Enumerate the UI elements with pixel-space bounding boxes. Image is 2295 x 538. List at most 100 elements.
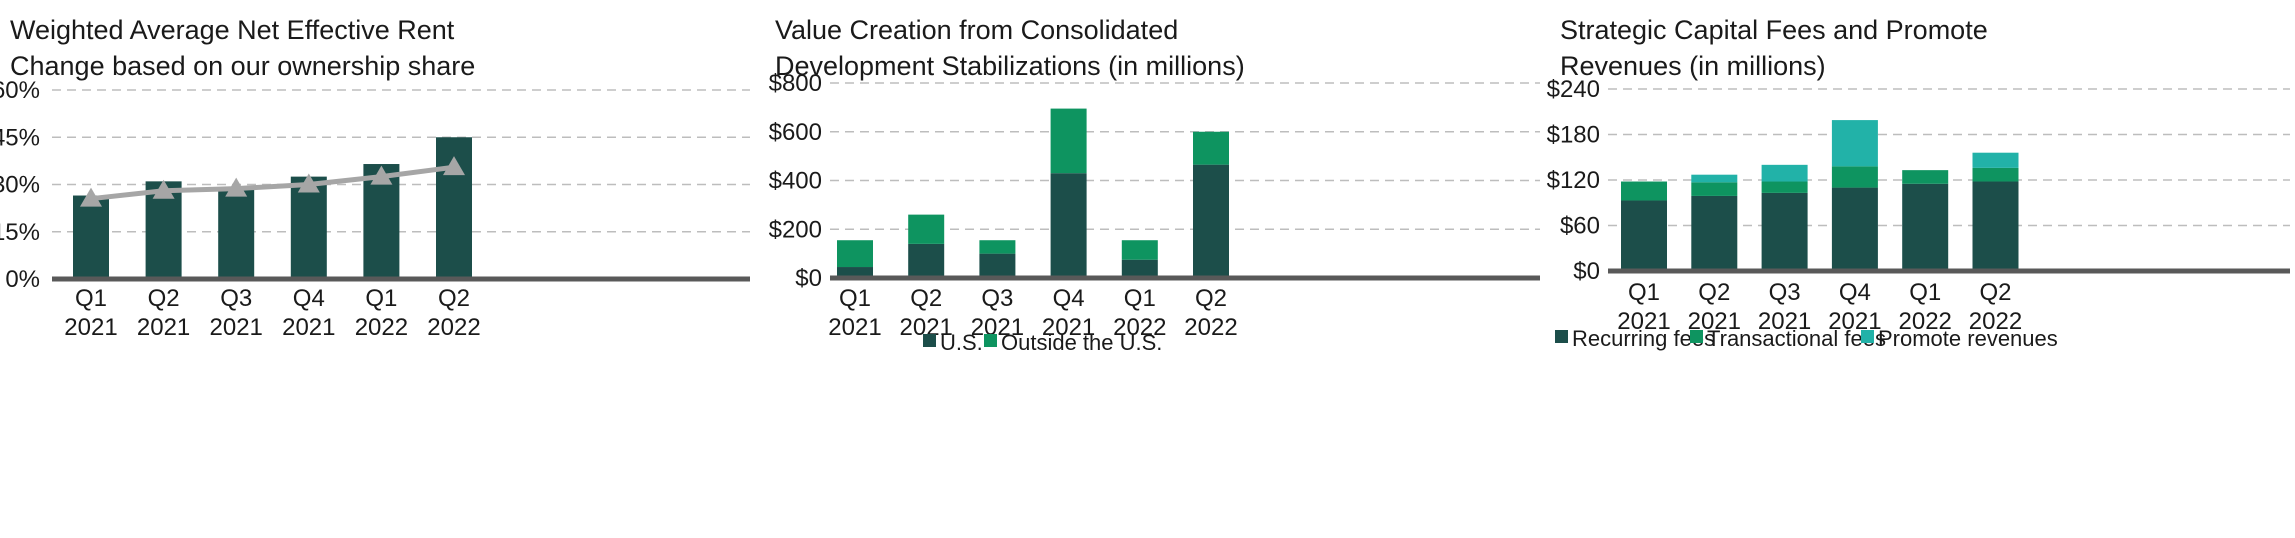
x-tick-label: 2021 (971, 314, 1024, 341)
chart-title: Value Creation from Consolidated Develop… (775, 12, 1245, 84)
x-tick-label: Q1 (839, 285, 871, 312)
x-tick-label: Q3 (981, 285, 1013, 312)
y-tick-label: $400 (769, 168, 822, 195)
y-tick-label: 60% (0, 77, 40, 104)
x-tick-label: Q1 (1909, 279, 1941, 306)
bar (1831, 166, 1878, 188)
x-tick-label: 2021 (64, 314, 117, 341)
y-tick-label: $0 (795, 265, 822, 292)
line-marker (297, 173, 320, 193)
bar (1831, 120, 1878, 167)
bar (290, 176, 327, 279)
chart-value-creation: Value Creation from Consolidated Develop… (760, 0, 1550, 538)
x-tick-label: 2021 (1617, 308, 1670, 335)
x-tick-label: 2022 (1899, 308, 1952, 335)
line-marker (225, 177, 248, 197)
legend-swatch (1555, 330, 1568, 343)
bar (218, 189, 255, 279)
x-tick-label: Q1 (1124, 285, 1156, 312)
x-tick-label: 2021 (1758, 308, 1811, 335)
legend-swatch (923, 334, 936, 347)
bar (1050, 108, 1087, 174)
x-tick-label: Q1 (1628, 279, 1660, 306)
x-tick-label: 2021 (1042, 314, 1095, 341)
chart-title-line2: Revenues (in millions) (1560, 51, 1826, 81)
legend-label: Outside the U.S. (1001, 330, 1162, 355)
x-tick-label: 2021 (828, 314, 881, 341)
chart-title: Weighted Average Net Effective Rent Chan… (10, 12, 475, 84)
y-tick-label: 15% (0, 219, 40, 246)
bar (1121, 240, 1158, 260)
y-tick-label: $240 (1547, 76, 1600, 103)
y-tick-label: $800 (769, 70, 822, 97)
bar (1691, 195, 1738, 271)
x-tick-label: 2022 (1969, 308, 2022, 335)
chart-title-line1: Value Creation from Consolidated (775, 15, 1179, 45)
bar (908, 214, 945, 244)
line-marker (443, 156, 465, 176)
x-tick-label: 2022 (427, 314, 480, 341)
y-tick-label: 45% (0, 124, 40, 151)
bar (1972, 152, 2019, 168)
x-tick-label: Q2 (1698, 279, 1730, 306)
x-tick-label: Q2 (1979, 279, 2011, 306)
x-tick-label: Q4 (293, 285, 325, 312)
x-tick-label: 2021 (137, 314, 190, 341)
bar (1050, 173, 1087, 278)
x-tick-label: Q2 (438, 285, 470, 312)
chart-net-effective-rent: Weighted Average Net Effective Rent Chan… (0, 0, 760, 538)
y-tick-label: $600 (769, 119, 822, 146)
bar (979, 240, 1016, 254)
legend-label: Promote revenues (1878, 326, 2058, 351)
y-tick-label: 0% (5, 266, 40, 293)
x-tick-label: Q2 (910, 285, 942, 312)
bar (979, 253, 1016, 278)
chart-title-line1: Strategic Capital Fees and Promote (1560, 15, 1988, 45)
line-marker (370, 165, 393, 185)
legend-label: U.S. (940, 330, 983, 355)
y-tick-label: 30% (0, 172, 40, 199)
bar (1902, 183, 1949, 271)
bar (1761, 164, 1808, 182)
bar (1691, 174, 1738, 183)
bar (1761, 181, 1808, 193)
chart-title-line1: Weighted Average Net Effective Rent (10, 15, 455, 45)
bar (1972, 181, 2019, 271)
line-marker (152, 179, 175, 199)
x-tick-label: 2022 (1184, 314, 1237, 341)
bar (1121, 259, 1158, 278)
x-tick-label: Q3 (1769, 279, 1801, 306)
x-tick-label: Q4 (1839, 279, 1871, 306)
chart-title: Strategic Capital Fees and Promote Reven… (1560, 12, 1988, 84)
legend-swatch (1690, 330, 1703, 343)
chart-plot: 0%15%30%45%60%Q12021Q22021Q32021Q42021Q1… (0, 77, 750, 341)
x-tick-label: Q3 (220, 285, 252, 312)
y-tick-label: $60 (1560, 213, 1600, 240)
bar (1691, 182, 1738, 196)
legend-swatch (984, 334, 997, 347)
y-tick-label: $120 (1547, 167, 1600, 194)
x-tick-label: Q1 (365, 285, 397, 312)
chart-title-line2: Change based on our ownership share (10, 51, 476, 81)
x-tick-label: 2022 (1113, 314, 1166, 341)
bar (1972, 167, 2019, 182)
y-tick-label: $200 (769, 216, 822, 243)
bar (908, 243, 945, 278)
bar (1193, 164, 1229, 278)
line-marker (80, 187, 102, 207)
x-tick-label: Q2 (1195, 285, 1227, 312)
bar (73, 195, 109, 279)
x-tick-label: 2021 (210, 314, 263, 341)
bar (1193, 131, 1229, 165)
x-tick-label: Q4 (1053, 285, 1085, 312)
x-tick-label: 2021 (282, 314, 335, 341)
chart-title-line2: Development Stabilizations (in millions) (775, 51, 1245, 81)
bar (1621, 200, 1667, 271)
y-tick-label: $180 (1547, 122, 1600, 149)
series-line (90, 164, 455, 202)
legend-swatch (1861, 330, 1874, 343)
bar (837, 267, 873, 278)
x-tick-label: 2022 (355, 314, 408, 341)
legend-label: Transactional fees (1707, 326, 1886, 351)
bar (1761, 192, 1808, 271)
